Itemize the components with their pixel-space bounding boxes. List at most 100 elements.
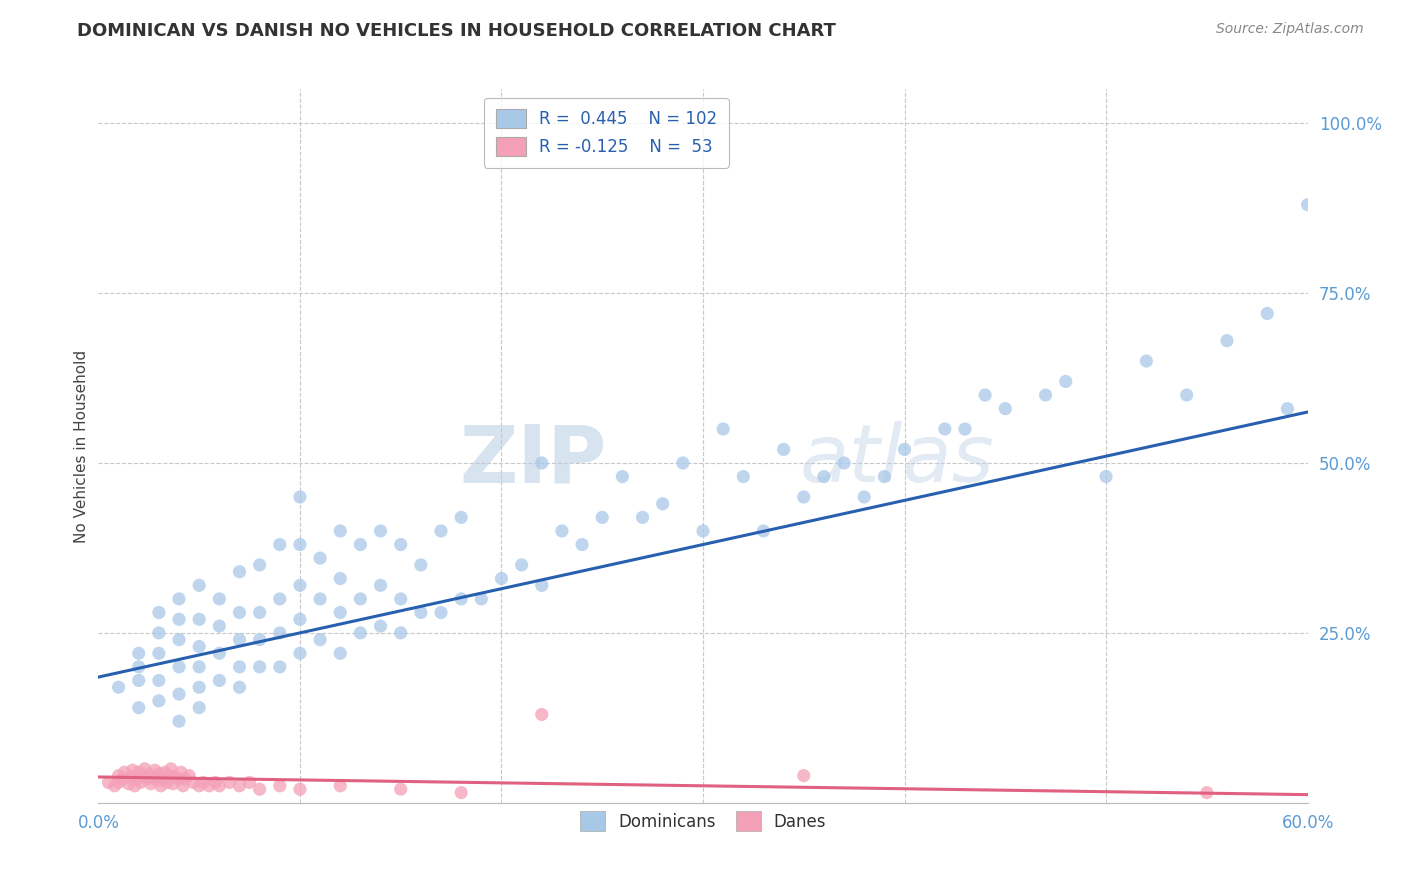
Point [389,591,412,606]
Point [125,772,148,786]
Point [430,606,453,620]
Point [370,524,392,538]
Point [793,490,815,504]
Point [179,769,201,783]
Point [349,626,371,640]
Point [188,640,211,654]
Point [309,632,332,647]
Point [409,606,432,620]
Point [132,769,155,783]
Point [853,490,876,504]
Point [269,537,291,551]
Point [1277,401,1299,416]
Point [208,619,231,633]
Point [288,537,311,551]
Point [146,773,169,788]
Point [167,687,190,701]
Point [198,779,221,793]
Point [793,769,815,783]
Point [934,422,956,436]
Point [591,510,613,524]
Point [450,591,472,606]
Point [128,673,150,688]
Point [167,714,190,729]
Point [288,612,311,626]
Point [218,775,240,789]
Point [167,772,190,786]
Point [571,537,593,551]
Point [193,775,215,789]
Point [1095,469,1118,483]
Point [711,422,734,436]
Point [752,524,775,538]
Point [349,537,371,551]
Point [530,707,553,722]
Point [107,680,129,694]
Point [893,442,915,457]
Point [994,401,1017,416]
Point [288,490,311,504]
Point [239,775,262,789]
Point [329,606,352,620]
Point [228,680,250,694]
Point [148,606,170,620]
Point [470,591,492,606]
Point [134,762,156,776]
Point [530,578,553,592]
Point [228,606,250,620]
Text: ZIP: ZIP [458,421,606,500]
Point [974,388,997,402]
Point [249,660,271,674]
Point [309,591,332,606]
Point [249,782,271,797]
Point [329,524,352,538]
Point [138,767,160,781]
Point [208,779,231,793]
Point [121,763,143,777]
Point [269,591,291,606]
Point [288,782,311,797]
Point [309,551,332,566]
Point [349,591,371,606]
Point [167,660,190,674]
Point [135,772,157,786]
Point [1216,334,1239,348]
Point [389,537,412,551]
Point [208,591,231,606]
Point [157,769,180,783]
Point [128,660,150,674]
Point [510,558,533,572]
Point [370,578,392,592]
Point [249,632,271,647]
Point [288,646,311,660]
Point [152,772,174,786]
Point [149,779,172,793]
Point [160,762,183,776]
Text: Source: ZipAtlas.com: Source: ZipAtlas.com [1216,22,1364,37]
Point [167,612,190,626]
Point [269,626,291,640]
Point [249,606,271,620]
Point [167,632,190,647]
Point [733,469,755,483]
Point [128,646,150,660]
Point [139,777,162,791]
Point [128,765,150,780]
Point [208,646,231,660]
Point [124,779,146,793]
Point [1135,354,1157,368]
Point [162,777,184,791]
Point [1035,388,1057,402]
Point [873,469,896,483]
Point [148,694,170,708]
Point [1195,786,1218,800]
Point [107,775,129,789]
Point [107,769,129,783]
Point [450,510,472,524]
Point [389,626,412,640]
Legend: Dominicans, Danes: Dominicans, Danes [574,805,832,838]
Point [172,779,194,793]
Point [129,775,152,789]
Point [170,765,193,780]
Point [114,765,136,780]
